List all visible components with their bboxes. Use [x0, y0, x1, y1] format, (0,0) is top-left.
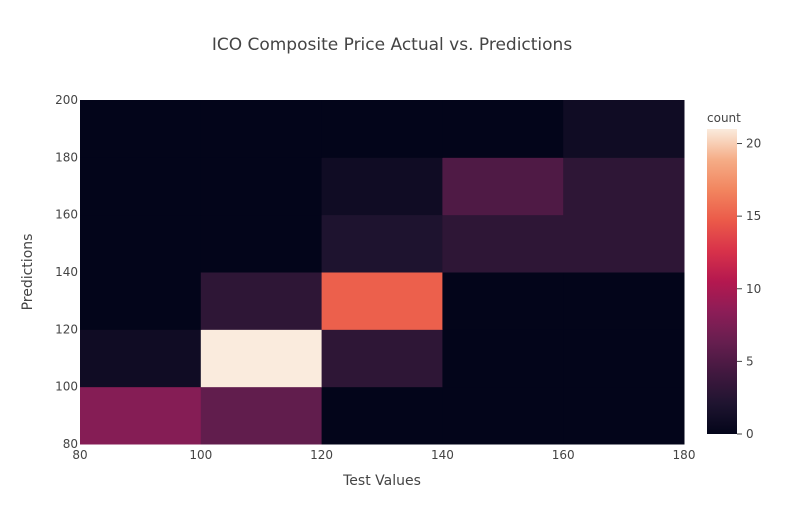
- x-axis: 80 100 120 140 160 180: [72, 448, 695, 462]
- x-tick-label: 160: [552, 448, 575, 462]
- chart-title: ICO Composite Price Actual vs. Predictio…: [212, 35, 573, 55]
- colorbar-gradient: [707, 129, 737, 434]
- y-tick-label: 80: [63, 437, 78, 451]
- x-tick-label: 100: [189, 448, 212, 462]
- colorbar-tick-label: 0: [746, 427, 754, 441]
- heatmap-cell: [563, 272, 685, 330]
- y-tick-label: 180: [55, 150, 78, 164]
- heatmap-cell: [80, 272, 202, 330]
- heatmap-cell: [200, 272, 323, 330]
- heatmap-cell: [563, 329, 685, 388]
- heatmap-cell: [80, 386, 202, 445]
- heatmap-cell: [200, 157, 323, 216]
- heatmap-cell: [200, 100, 323, 158]
- heatmap-cell: [442, 329, 564, 388]
- x-tick-label: 80: [72, 448, 87, 462]
- heatmap-cell: [563, 157, 685, 216]
- heatmap-cell: [563, 386, 685, 445]
- x-tick-label: 140: [431, 448, 454, 462]
- y-tick-label: 160: [55, 208, 78, 222]
- x-axis-title: Test Values: [342, 473, 421, 489]
- heatmap-cell: [80, 100, 202, 158]
- heatmap-cell: [200, 214, 323, 273]
- colorbar-tick-label: 10: [746, 282, 761, 296]
- y-tick-label: 140: [55, 265, 78, 279]
- heatmap-cell: [442, 214, 564, 273]
- heatmap-cells: [80, 100, 685, 445]
- heatmap-cell: [442, 100, 564, 158]
- colorbar-tick-label: 5: [746, 354, 754, 368]
- heatmap-cell: [563, 100, 685, 158]
- colorbar: count 0 5 10 15 20: [707, 111, 761, 441]
- y-tick-label: 120: [55, 322, 78, 336]
- heatmap-cell: [321, 214, 443, 273]
- colorbar-ticks: 0 5 10 15 20: [737, 137, 761, 441]
- colorbar-title: count: [707, 111, 741, 125]
- heatmap-cell: [80, 214, 202, 273]
- y-tick-label: 200: [55, 93, 78, 107]
- heatmap-cell: [321, 100, 443, 158]
- y-tick-label: 100: [55, 380, 78, 394]
- colorbar-tick-label: 20: [746, 137, 761, 151]
- heatmap-cell: [442, 272, 564, 330]
- y-axis: 80 100 120 140 160 180 200: [55, 93, 78, 451]
- heatmap-cell: [200, 329, 323, 388]
- colorbar-tick-label: 15: [746, 209, 761, 223]
- heatmap-cell: [321, 272, 443, 330]
- heatmap-cell: [321, 157, 443, 216]
- heatmap-cell: [321, 386, 443, 445]
- heatmap-cell: [80, 157, 202, 216]
- heatmap-cell: [80, 329, 202, 388]
- heatmap-cell: [200, 386, 323, 445]
- heatmap-cell: [321, 329, 443, 388]
- x-tick-label: 120: [310, 448, 333, 462]
- y-axis-title: Predictions: [20, 234, 36, 311]
- heatmap-cell: [563, 214, 685, 273]
- heatmap-cell: [442, 157, 564, 216]
- x-tick-label: 180: [673, 448, 696, 462]
- heatmap-cell: [442, 386, 564, 445]
